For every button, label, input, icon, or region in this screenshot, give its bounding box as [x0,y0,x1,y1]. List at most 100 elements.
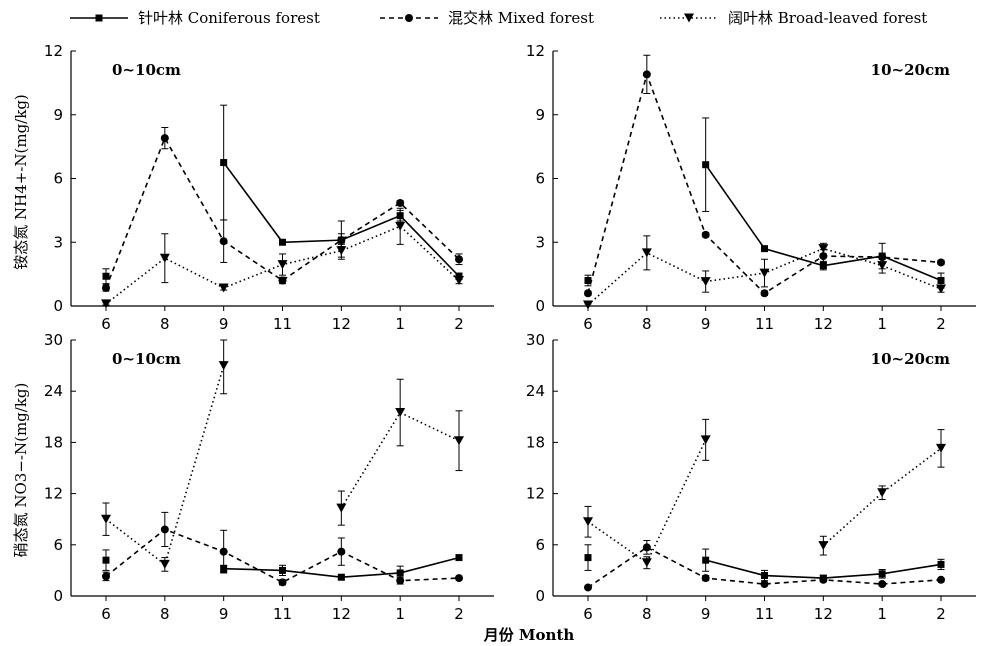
data-point [278,578,287,587]
data-point [102,572,110,581]
data-point [218,361,229,371]
data-point [584,583,592,592]
x-tick-label: 6 [101,605,111,623]
data-point [337,547,346,556]
data-point [877,261,888,271]
data-point [937,560,945,568]
series-triangle [583,235,946,310]
series-triangle [101,207,464,309]
data-point [760,580,769,589]
data-point [102,283,110,292]
x-tick-label: 11 [273,315,292,333]
x-tick-label: 9 [701,315,711,333]
data-point [584,289,592,298]
data-point [102,556,110,564]
data-point [160,525,169,534]
series-square [102,549,463,581]
y-axis-label-ammonium: 铵态氮 NH4+-N(mg/kg) [12,94,30,270]
y-tick-label: 6 [535,536,545,554]
data-point [396,198,405,207]
y-tick-label: 30 [526,331,545,349]
data-point [936,284,946,294]
data-point [336,246,347,256]
x-tick-label: 2 [454,605,464,623]
data-point [701,230,710,239]
series-circle [584,540,945,592]
panel-depth-label: 10~20cm [871,61,950,79]
data-point [937,277,945,284]
y-tick-label: 24 [44,382,63,400]
data-point [759,268,770,278]
x-tick-label: 6 [101,315,111,333]
data-point [700,277,711,287]
data-point [396,576,405,585]
y-tick-label: 18 [526,433,545,451]
data-point [220,159,228,167]
x-tick-label: 9 [219,315,229,333]
y-tick-label: 12 [526,42,545,60]
data-point [102,272,110,280]
data-point [454,276,464,285]
x-tick-label: 6 [583,605,593,623]
x-tick-label: 1 [877,315,887,333]
data-point [395,408,406,418]
y-tick-label: 3 [535,233,545,251]
data-point [277,260,288,270]
x-tick-label: 11 [273,605,292,623]
data-point [936,443,946,453]
x-tick-label: 2 [936,315,946,333]
data-point [761,572,768,580]
data-point [160,134,169,143]
series-line [340,411,460,509]
x-tick-label: 11 [755,315,774,333]
x-axis-label: 月份 Month [483,626,575,644]
legend-triangle-marker [684,13,694,23]
data-point [583,300,593,310]
y-tick-label: 30 [44,331,63,349]
x-tick-label: 8 [642,315,652,333]
x-tick-label: 8 [160,315,170,333]
data-point [454,436,464,446]
data-point [101,514,111,524]
data-point [455,255,463,264]
data-point [878,580,887,589]
legend: 针叶林 Coniferous forest 混交林 Mixed forest 阔叶林… [70,9,927,27]
y-tick-label: 6 [53,536,63,554]
data-point [337,236,346,245]
x-tick-label: 2 [936,605,946,623]
data-point [396,569,404,577]
data-point [337,573,345,581]
data-point [819,575,828,584]
y-tick-label: 0 [535,297,545,315]
data-point [279,566,286,574]
data-point [641,248,652,258]
series-line [587,439,707,564]
x-tick-label: 2 [454,315,464,333]
series-triangle [583,418,946,570]
x-tick-label: 1 [395,605,405,623]
legend-entry: 阔叶林 Broad-leaved forest [728,9,927,27]
y-tick-label: 12 [526,485,545,503]
y-tick-label: 18 [44,433,63,451]
y-tick-label: 0 [53,587,63,605]
data-point [878,570,886,578]
series-triangle [101,339,464,572]
x-tick-label: 6 [583,315,593,333]
legend-entry: 混交林 Mixed forest [448,9,594,27]
panel-depth-label: 0~10cm [112,61,181,79]
y-tick-label: 12 [44,485,63,503]
data-point [159,253,170,263]
series-circle [102,127,463,292]
data-point [641,558,652,568]
y-tick-label: 12 [44,42,63,60]
data-point [937,258,945,267]
data-point [702,161,710,169]
data-point [583,517,593,527]
data-point [279,238,286,246]
data-point [877,488,888,498]
x-tick-label: 9 [701,605,711,623]
data-point [455,574,463,583]
